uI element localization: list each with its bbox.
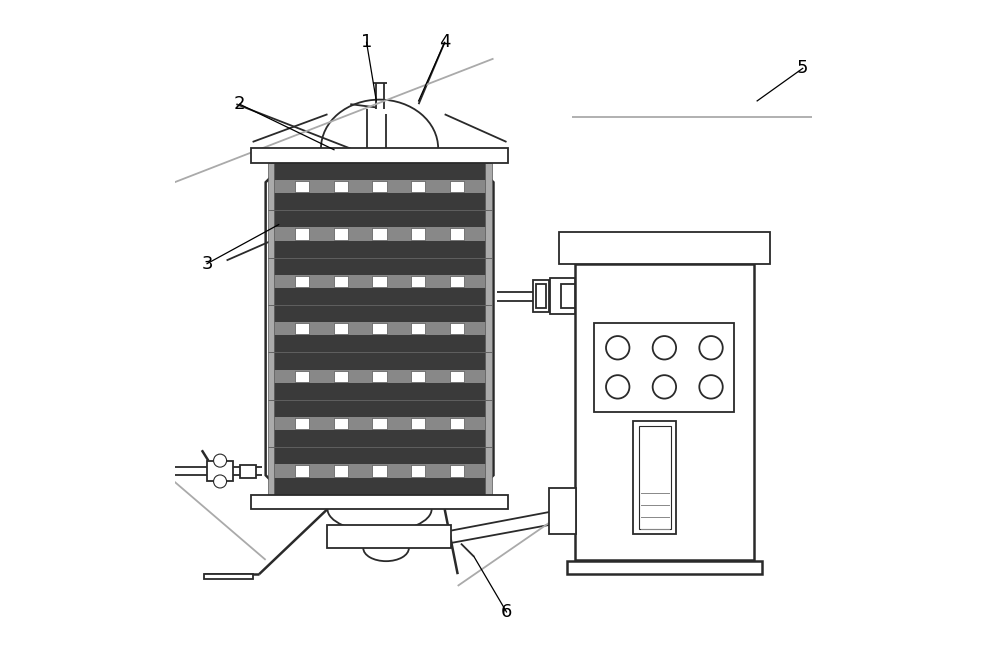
Bar	[207, 461, 233, 482]
Bar	[411, 370, 425, 382]
Bar	[639, 426, 671, 529]
Circle shape	[606, 375, 629, 398]
Bar	[485, 210, 492, 258]
Text: 6: 6	[501, 603, 512, 621]
Bar	[240, 465, 256, 478]
Bar	[334, 323, 348, 335]
Bar	[550, 278, 575, 314]
Bar	[295, 229, 309, 240]
Text: 3: 3	[201, 255, 213, 273]
Bar	[411, 181, 425, 192]
Bar	[271, 464, 488, 478]
Circle shape	[214, 454, 227, 467]
Bar	[334, 229, 348, 240]
Bar	[536, 284, 546, 308]
Bar	[295, 418, 309, 429]
Circle shape	[214, 475, 227, 488]
Bar	[411, 229, 425, 240]
Bar	[450, 418, 464, 429]
Bar	[271, 275, 488, 288]
Polygon shape	[266, 163, 493, 495]
Bar	[450, 275, 464, 287]
Bar	[411, 275, 425, 287]
Text: 2: 2	[234, 95, 245, 113]
Bar	[450, 323, 464, 335]
Bar	[271, 163, 488, 210]
Bar	[533, 280, 549, 312]
Bar	[295, 323, 309, 335]
Bar	[575, 264, 754, 560]
Bar	[372, 370, 387, 382]
Bar	[411, 418, 425, 429]
Bar	[268, 447, 274, 495]
Bar	[327, 525, 451, 548]
Bar	[372, 418, 387, 429]
Bar	[268, 258, 274, 305]
Bar	[411, 465, 425, 477]
Bar	[485, 352, 492, 400]
Bar	[295, 181, 309, 192]
Bar	[271, 417, 488, 430]
Bar	[271, 227, 488, 240]
Bar	[485, 447, 492, 495]
Bar	[334, 465, 348, 477]
Bar	[372, 275, 387, 287]
Bar	[485, 400, 492, 447]
Text: 4: 4	[439, 33, 450, 51]
Bar	[372, 181, 387, 192]
Bar	[450, 229, 464, 240]
Bar	[271, 400, 488, 447]
Bar	[204, 574, 253, 579]
Bar	[268, 400, 274, 447]
Bar	[567, 561, 762, 574]
Bar	[271, 305, 488, 352]
Bar	[334, 370, 348, 382]
Bar	[633, 421, 676, 534]
Circle shape	[606, 336, 629, 359]
Bar	[271, 447, 488, 495]
Bar	[561, 284, 575, 308]
Bar	[594, 323, 734, 411]
Bar	[268, 163, 274, 210]
Bar	[485, 163, 492, 210]
Bar	[334, 275, 348, 287]
Bar	[295, 465, 309, 477]
Bar	[559, 232, 770, 264]
Bar	[372, 229, 387, 240]
Bar	[268, 210, 274, 258]
Bar	[271, 352, 488, 400]
Bar	[485, 258, 492, 305]
Bar	[334, 418, 348, 429]
Bar	[271, 370, 488, 383]
Bar	[271, 322, 488, 335]
Bar	[271, 258, 488, 305]
Circle shape	[699, 375, 723, 398]
Circle shape	[699, 336, 723, 359]
Bar	[450, 181, 464, 192]
Bar	[268, 305, 274, 352]
Bar	[334, 181, 348, 192]
Bar	[251, 148, 508, 163]
Circle shape	[653, 336, 676, 359]
Bar	[295, 275, 309, 287]
Bar	[271, 180, 488, 193]
Text: 1: 1	[361, 33, 372, 51]
Bar	[251, 495, 508, 509]
Bar	[268, 352, 274, 400]
Bar	[271, 210, 488, 258]
Bar	[295, 370, 309, 382]
Bar	[485, 305, 492, 352]
Bar	[411, 323, 425, 335]
Bar	[372, 465, 387, 477]
Bar	[450, 465, 464, 477]
Circle shape	[653, 375, 676, 398]
Bar	[549, 488, 576, 534]
Bar	[372, 323, 387, 335]
Bar	[450, 370, 464, 382]
Text: 5: 5	[797, 59, 808, 77]
